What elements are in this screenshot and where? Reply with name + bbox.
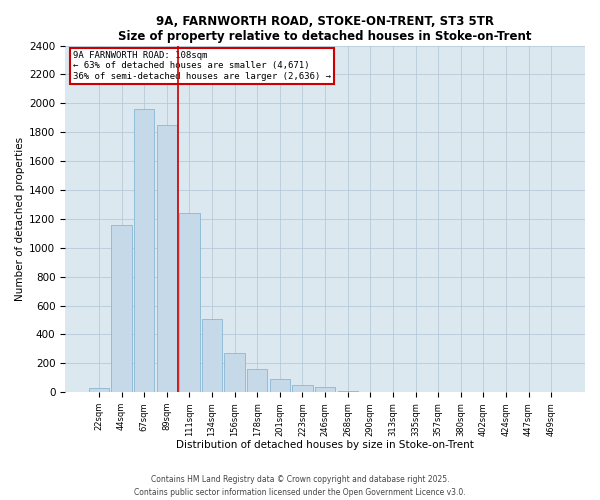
Bar: [292, 385, 313, 392]
Text: 9A FARNWORTH ROAD: 108sqm
← 63% of detached houses are smaller (4,671)
36% of se: 9A FARNWORTH ROAD: 108sqm ← 63% of detac…: [73, 51, 331, 80]
Bar: [112, 224, 132, 392]
Bar: [269, 378, 290, 392]
Text: Contains HM Land Registry data © Crown copyright and database right 2025.
Contai: Contains HM Land Registry data © Crown c…: [134, 476, 466, 497]
Y-axis label: Number of detached properties: Number of detached properties: [15, 137, 25, 301]
Bar: [202, 318, 222, 392]
Bar: [179, 213, 200, 392]
Bar: [315, 387, 335, 392]
X-axis label: Distribution of detached houses by size in Stoke-on-Trent: Distribution of detached houses by size …: [176, 440, 474, 450]
Bar: [224, 353, 245, 392]
Bar: [157, 125, 177, 392]
Bar: [134, 109, 154, 392]
Bar: [247, 369, 268, 392]
Title: 9A, FARNWORTH ROAD, STOKE-ON-TRENT, ST3 5TR
Size of property relative to detache: 9A, FARNWORTH ROAD, STOKE-ON-TRENT, ST3 …: [118, 15, 532, 43]
Bar: [338, 391, 358, 392]
Bar: [89, 388, 109, 392]
